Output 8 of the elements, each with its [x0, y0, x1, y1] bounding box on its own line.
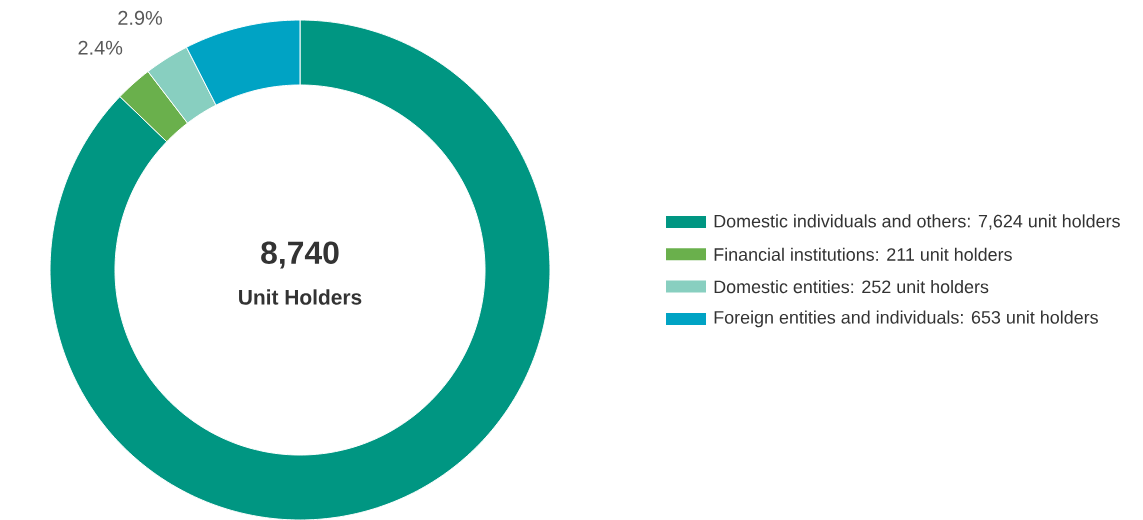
data-label: 2.9% [118, 10, 163, 25]
legend-label: Domestic individuals and others: 7,624 unit holders [714, 214, 1120, 230]
legend-label: Foreign entities and individuals: 653 unit holders [714, 310, 1098, 328]
legend-label: Financial institutions: 211 unit holders [714, 247, 1012, 261]
text: 8,740 [261, 241, 339, 269]
data-label: 2.4% [78, 40, 123, 55]
legend-label: Domestic entities: 252 unit holders [714, 279, 989, 293]
text: Unit Holders [239, 289, 362, 305]
